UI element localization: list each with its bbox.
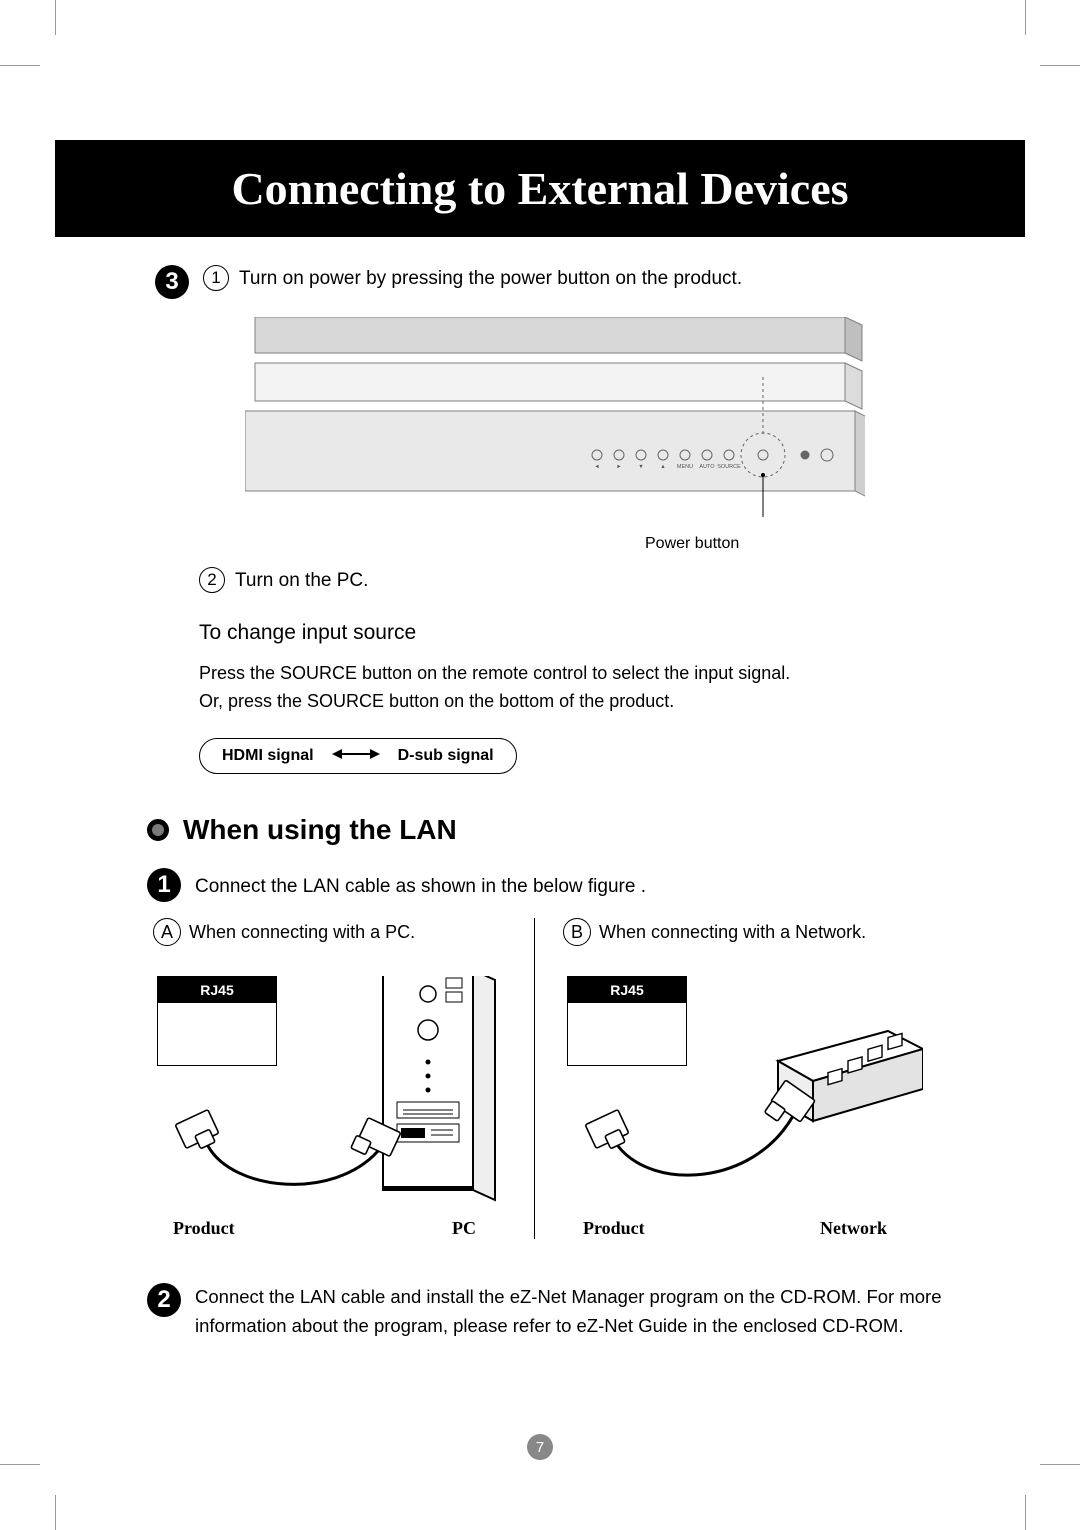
lan-section-title: When using the LAN — [183, 814, 457, 846]
step-3-badge: 3 — [155, 265, 189, 299]
label-a-left: Product — [173, 1218, 235, 1239]
page-number: 7 — [527, 1434, 553, 1460]
col-b-badge: B — [563, 918, 591, 946]
svg-text:▲: ▲ — [660, 464, 665, 470]
col-b-text: When connecting with a Network. — [599, 922, 866, 943]
btn-auto-label: AUTO — [699, 464, 715, 470]
double-arrow-icon — [332, 747, 380, 765]
lan-col-b-head: B When connecting with a Network. — [563, 918, 917, 946]
btn-source-label: SOURCE — [717, 464, 741, 470]
change-source-line1: Press the SOURCE button on the remote co… — [199, 659, 945, 688]
change-source-heading: To change input source — [199, 621, 945, 645]
signal-right: D-sub signal — [398, 747, 494, 765]
page-title: Connecting to External Devices — [55, 140, 1025, 237]
lan-step1-row: 1 Connect the LAN cable as shown in the … — [147, 868, 945, 902]
substep-2-badge: 2 — [199, 567, 225, 593]
col-a-text: When connecting with a PC. — [189, 922, 415, 943]
lan-step1-text: Connect the LAN cable as shown in the be… — [195, 868, 646, 901]
label-b-right: Network — [820, 1218, 887, 1239]
substep-1-text: Turn on power by pressing the power butt… — [239, 265, 742, 293]
lan-step1-badge: 1 — [147, 868, 181, 902]
labels-b: Product Network — [563, 1218, 917, 1239]
lan-col-b: B When connecting with a Network. RJ45 — [535, 918, 945, 1239]
step-3-row: 3 1 Turn on power by pressing the power … — [155, 265, 945, 299]
svg-text:◄: ◄ — [594, 464, 599, 470]
labels-a: Product PC — [153, 1218, 506, 1239]
btn-menu-label: MENU — [677, 464, 693, 470]
power-button-caption: Power button — [645, 535, 945, 553]
lan-step2-badge: 2 — [147, 1283, 181, 1317]
col-a-badge: A — [153, 918, 181, 946]
lan-step2-row: 2 Connect the LAN cable and install the … — [147, 1283, 945, 1340]
svg-text:▼: ▼ — [638, 464, 643, 470]
lan-col-a-head: A When connecting with a PC. — [153, 918, 506, 946]
svg-text:►: ► — [616, 464, 621, 470]
substep-2-row: 2 Turn on the PC. — [199, 567, 945, 595]
lan-col-a: A When connecting with a PC. RJ45 — [125, 918, 535, 1239]
substep-1-badge: 1 — [203, 265, 229, 291]
bullet-dot-icon — [147, 819, 169, 841]
change-source-line2: Or, press the SOURCE button on the botto… — [199, 687, 945, 716]
signal-left: HDMI signal — [222, 747, 314, 765]
lan-step2-text: Connect the LAN cable and install the eZ… — [195, 1283, 945, 1340]
signal-pill: HDMI signal D-sub signal — [199, 738, 517, 774]
substep-2-text: Turn on the PC. — [235, 567, 368, 595]
device-illustration: ◄ ► ▼ ▲ MENU AUTO SOURCE — [245, 317, 865, 527]
diagram-network: RJ45 — [563, 976, 917, 1206]
label-a-right: PC — [452, 1218, 476, 1239]
diagram-pc: RJ45 — [153, 976, 506, 1206]
content: 3 1 Turn on power by pressing the power … — [55, 237, 1025, 1340]
lan-section-header: When using the LAN — [147, 814, 945, 846]
page: Connecting to External Devices 3 1 Turn … — [55, 30, 1025, 1490]
lan-two-col: A When connecting with a PC. RJ45 — [125, 918, 945, 1239]
label-b-left: Product — [583, 1218, 645, 1239]
